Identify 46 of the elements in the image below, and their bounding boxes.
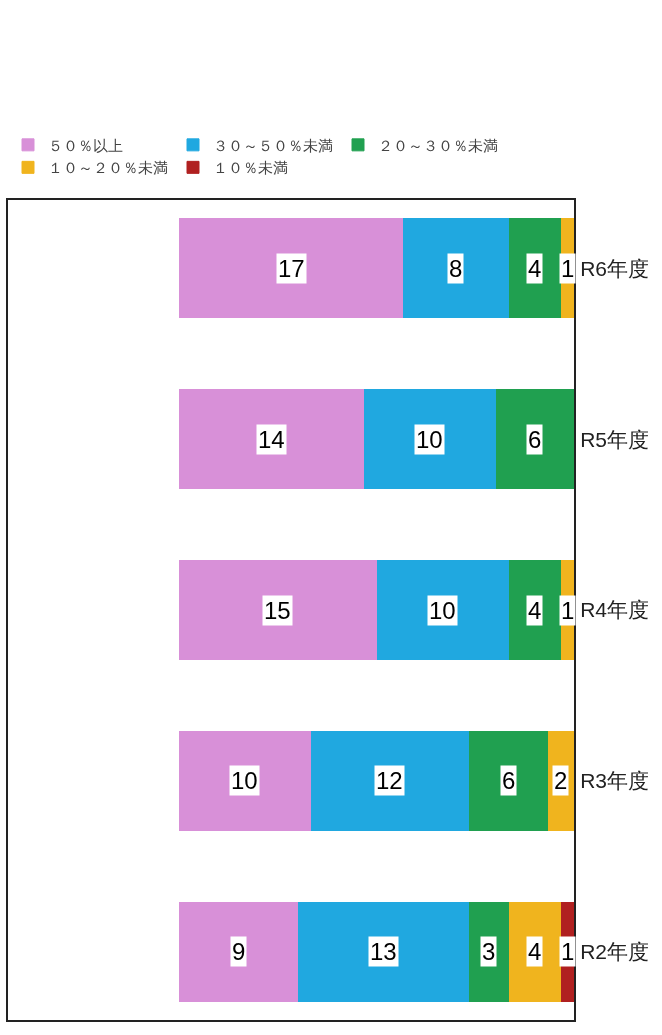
data-label: 10 xyxy=(416,426,443,453)
legend-label: ３０～５０％未満 xyxy=(213,136,333,155)
bar xyxy=(507,901,562,1002)
data-label: 17 xyxy=(278,255,305,282)
data-label: 4 xyxy=(528,938,542,965)
data-label: 4 xyxy=(528,597,542,624)
data-label: 6 xyxy=(528,426,542,453)
data-label: 1 xyxy=(561,597,575,624)
bar xyxy=(507,218,562,319)
bar xyxy=(297,901,470,1002)
bar xyxy=(178,901,299,1002)
data-label: 3 xyxy=(482,938,496,965)
bar xyxy=(507,559,562,661)
data-label: 14 xyxy=(258,426,285,453)
bar xyxy=(468,730,549,831)
y-tick-label: R3年度 xyxy=(580,769,650,793)
y-tick-label: R5年度 xyxy=(580,427,650,451)
data-label: 15 xyxy=(264,597,291,624)
bar xyxy=(402,218,509,319)
data-label: 1 xyxy=(561,255,575,282)
bar xyxy=(310,730,470,831)
bar xyxy=(362,389,496,490)
y-tick-label: R6年度 xyxy=(580,256,650,280)
legend-label: １０～２０％未満 xyxy=(48,159,168,178)
data-label: 8 xyxy=(449,255,463,282)
data-label: 13 xyxy=(370,938,397,965)
data-label: 10 xyxy=(429,597,456,624)
bar xyxy=(178,730,312,831)
data-label: 1 xyxy=(561,938,575,965)
data-label: 9 xyxy=(232,938,246,965)
data-label: 2 xyxy=(554,767,568,794)
data-label: 4 xyxy=(528,255,542,282)
y-tick-label: R2年度 xyxy=(580,940,650,964)
data-label: 12 xyxy=(376,767,403,794)
legend-label: ５０％以上 xyxy=(48,136,123,155)
legend-label: １０％未満 xyxy=(213,159,288,178)
bar xyxy=(494,389,574,490)
bar xyxy=(178,559,378,661)
data-label: 6 xyxy=(502,767,516,794)
data-label: 10 xyxy=(231,767,258,794)
bar xyxy=(468,901,509,1002)
bar xyxy=(178,218,404,319)
legend-label: ２０～３０％未満 xyxy=(378,136,498,155)
bar xyxy=(376,559,509,661)
bar xyxy=(178,389,364,490)
y-tick-label: R4年度 xyxy=(580,598,650,622)
